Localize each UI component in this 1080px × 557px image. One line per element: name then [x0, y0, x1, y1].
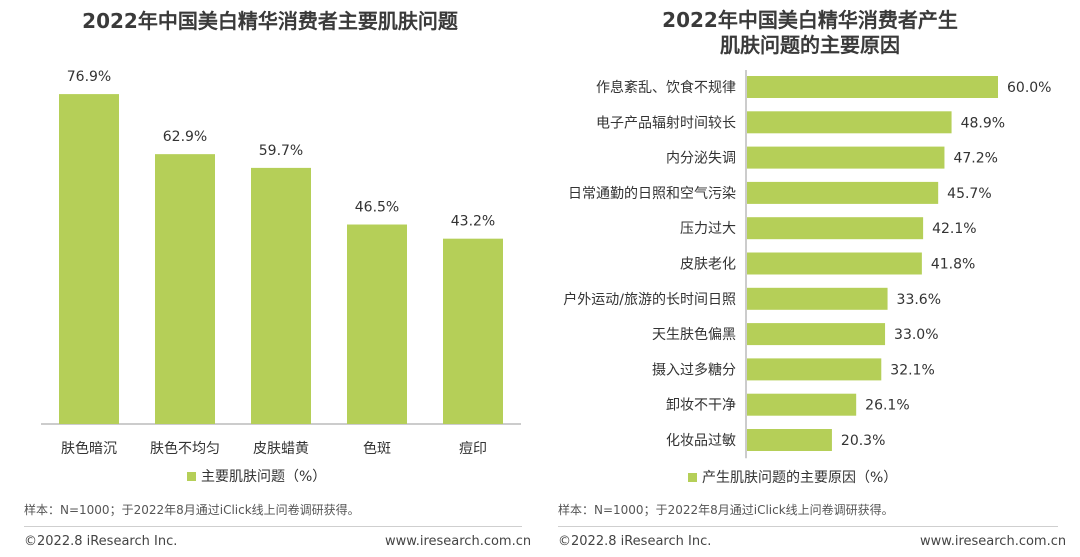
bar-value-label: 47.2%: [953, 151, 997, 167]
bar-value-label: 41.8%: [931, 257, 975, 273]
bar-value-label: 33.6%: [897, 292, 941, 308]
category-label: 日常通勤的日照和空气污染: [568, 186, 736, 202]
bar-value-label: 26.1%: [865, 398, 909, 414]
bar-value-label: 43.2%: [451, 214, 495, 230]
bar-value-label: 48.9%: [961, 115, 1005, 131]
right-legend: 产生肌肤问题的主要原因（%）: [688, 467, 897, 487]
category-label: 内分泌失调: [666, 151, 736, 167]
right-title-line2: 肌肤问题的主要原因: [720, 33, 900, 57]
category-label: 色斑: [363, 440, 391, 457]
bar-value-label: 62.9%: [163, 129, 207, 145]
left-divider: [24, 526, 522, 527]
right-copyright: ©2022.8 iResearch Inc.: [558, 534, 712, 549]
bar-value-label: 33.0%: [894, 327, 938, 343]
right-sample-note: 样本：N=1000；于2022年8月通过iClick线上问卷调研获得。: [558, 503, 894, 517]
right-chart-panel: 2022年中国美白精华消费者产生 肌肤问题的主要原因 60.0% 作息紊乱、饮食不…: [540, 0, 1080, 557]
category-label: 作息紊乱、饮食不规律: [596, 79, 736, 96]
bar-value-label: 46.5%: [355, 200, 399, 216]
bar-5: [443, 238, 503, 424]
category-label: 天生肤色偏黑: [652, 326, 736, 343]
bar-value-label: 20.3%: [841, 433, 885, 449]
category-label: 肤色暗沉: [61, 440, 117, 457]
right-website: www.iresearch.com.cn: [920, 534, 1067, 549]
bar-10: [747, 393, 857, 416]
category-label: 电子产品辐射时间较长: [596, 115, 736, 131]
bar-1: [59, 94, 119, 424]
category-label: 肤色不均匀: [150, 440, 220, 457]
right-chart-title: 2022年中国美白精华消费者产生 肌肤问题的主要原因: [540, 8, 1080, 58]
category-label: 摄入过多糖分: [652, 361, 736, 378]
left-copyright: ©2022.8 iResearch Inc.: [24, 534, 178, 549]
bar-6: [747, 252, 922, 275]
bar-9: [747, 358, 882, 381]
bar-value-label: 42.1%: [932, 221, 976, 237]
bar-2: [747, 111, 952, 134]
bar-2: [155, 154, 215, 424]
bar-4: [747, 181, 939, 204]
right-bar-chart: 60.0% 作息紊乱、饮食不规律 48.9% 电子产品辐射时间较长 47.2% 内分泌失调…: [563, 70, 1051, 459]
left-legend-swatch: [187, 471, 196, 481]
bar-1: [747, 76, 998, 98]
category-label: 卸妆不干净: [666, 398, 736, 414]
category-label: 皮肤老化: [680, 257, 736, 273]
left-website: www.iresearch.com.cn: [385, 534, 532, 549]
bar-11: [747, 429, 832, 451]
bar-3: [251, 167, 311, 424]
bar-3: [747, 146, 945, 169]
category-label: 压力过大: [680, 221, 736, 237]
category-label: 痘印: [459, 441, 487, 457]
bar-5: [747, 217, 924, 240]
category-label: 化妆品过敏: [666, 433, 736, 449]
right-title-line1: 2022年中国美白精华消费者产生: [662, 8, 958, 32]
category-label: 皮肤蜡黄: [253, 440, 309, 457]
left-chart-panel: 2022年中国美白精华消费者主要肌肤问题 76.9% 肤色暗沉 62.9% 肤色不均匀…: [24, 9, 532, 549]
bar-value-label: 45.7%: [947, 186, 991, 202]
right-legend-swatch: [688, 472, 697, 482]
bar-value-label: 76.9%: [67, 69, 111, 85]
bar-4: [347, 224, 407, 424]
left-legend-label: 主要肌肤问题（%）: [201, 469, 327, 485]
left-legend: 主要肌肤问题（%）: [187, 466, 326, 486]
bar-value-label: 32.1%: [890, 362, 934, 378]
right-divider: [558, 526, 1058, 527]
left-bar-chart: 76.9% 肤色暗沉 62.9% 肤色不均匀 59.7% 皮肤蜡黄 46.5% 色斑 43.2%…: [41, 69, 521, 457]
bar-8: [747, 323, 886, 346]
left-chart-title: 2022年中国美白精华消费者主要肌肤问题: [82, 9, 458, 33]
right-legend-label: 产生肌肤问题的主要原因（%）: [702, 470, 898, 486]
bar-value-label: 60.0%: [1007, 80, 1051, 96]
category-label: 户外运动/旅游的长时间日照: [563, 291, 736, 308]
bar-7: [747, 287, 888, 310]
bar-value-label: 59.7%: [259, 143, 303, 159]
left-sample-note: 样本：N=1000；于2022年8月通过iClick线上问卷调研获得。: [24, 503, 360, 517]
